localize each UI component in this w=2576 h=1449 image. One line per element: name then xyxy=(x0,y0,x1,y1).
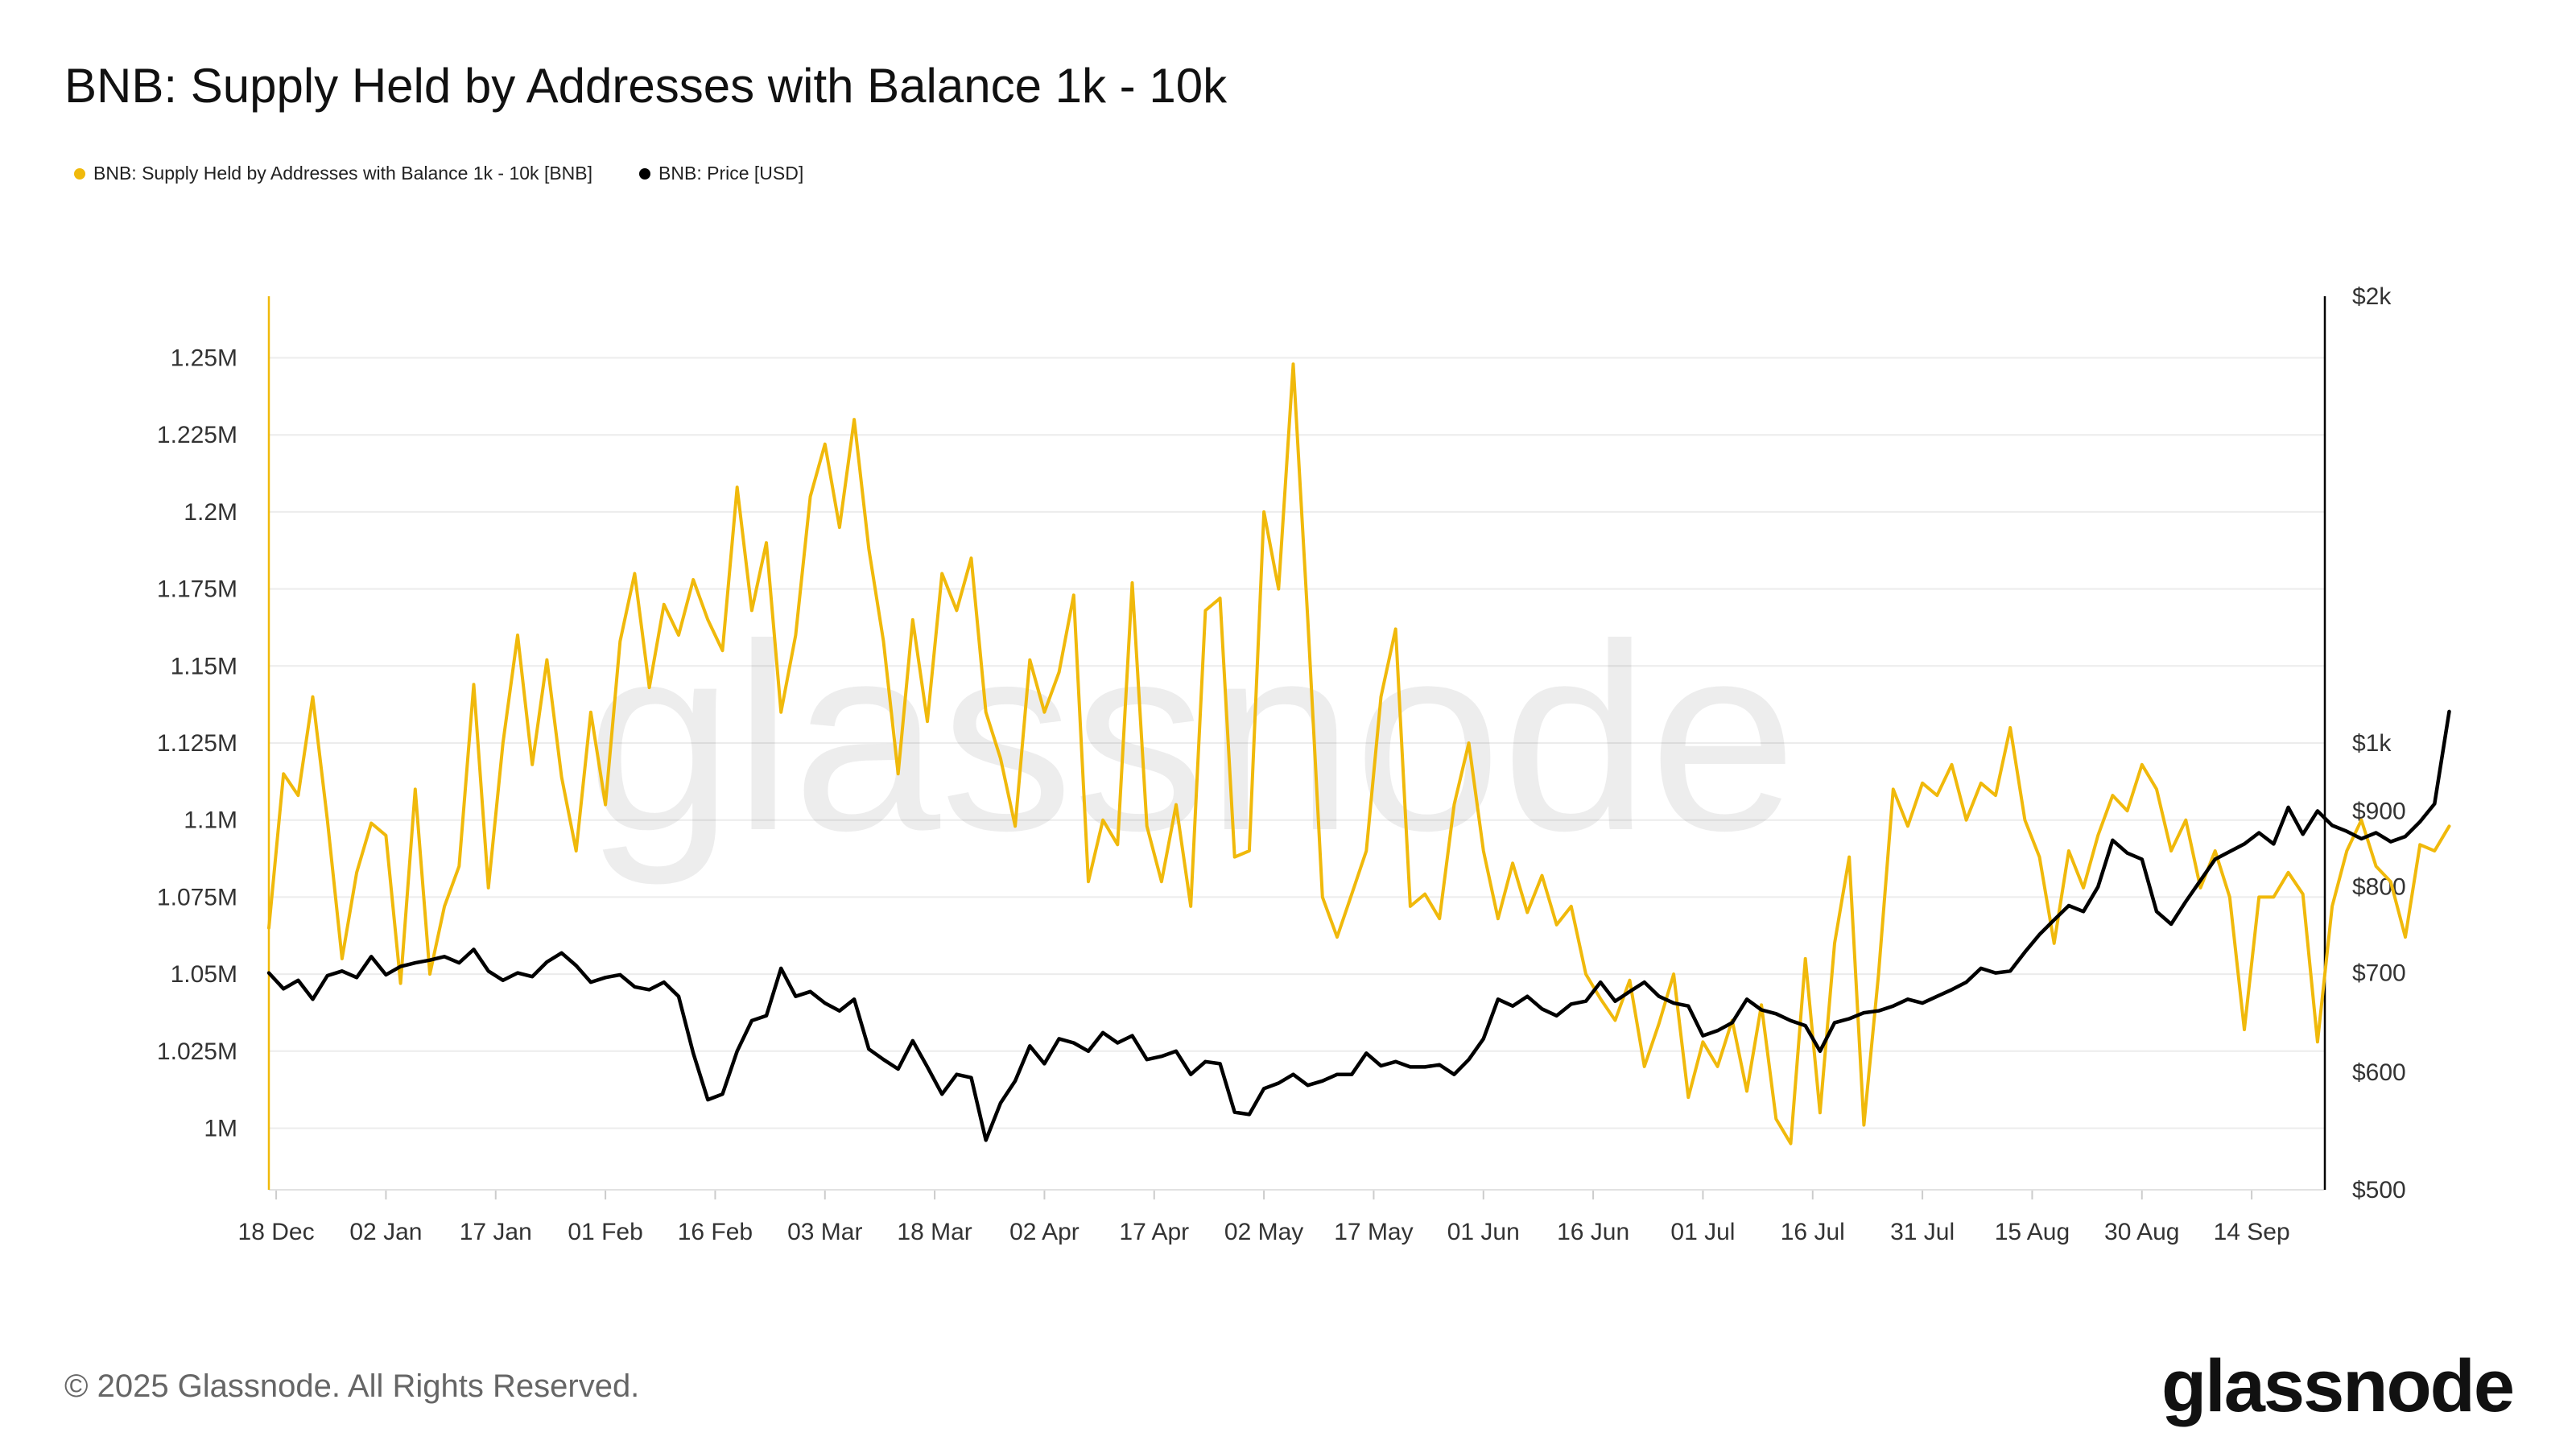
legend-item-supply[interactable]: BNB: Supply Held by Addresses with Balan… xyxy=(74,163,592,184)
legend-label-supply: BNB: Supply Held by Addresses with Balan… xyxy=(93,163,593,184)
y-right-tick-label: $1k xyxy=(2352,730,2392,757)
y-right-tick-label: $600 xyxy=(2352,1059,2406,1086)
axes: 1M 1.025M 1.05M 1.075M 1.1M 1.125M 1.15M 1.175M… xyxy=(157,283,2406,1245)
y-right-tick-label: $500 xyxy=(2352,1177,2406,1203)
y-left-tick-label: 1.025M xyxy=(157,1038,237,1065)
footer-copyright: © 2025 Glassnode. All Rights Reserved. xyxy=(64,1368,640,1404)
y-right-tick-label: $800 xyxy=(2352,874,2406,901)
x-tick-label: 31 Jul xyxy=(1890,1219,1955,1245)
y-left-tick-label: 1.25M xyxy=(171,345,237,372)
legend-item-price[interactable]: BNB: Price [USD] xyxy=(639,163,803,184)
x-tick-label: 30 Aug xyxy=(2104,1219,2179,1245)
chart-title: BNB: Supply Held by Addresses with Balan… xyxy=(64,59,1228,113)
x-tick-label: 02 Apr xyxy=(1009,1219,1080,1245)
series-lines xyxy=(266,362,2451,1146)
glassnode-logo: glassnode xyxy=(2161,1345,2515,1427)
x-tick-label: 03 Mar xyxy=(787,1219,862,1245)
x-tick-label: 16 Jul xyxy=(1781,1219,1845,1245)
legend-dot-supply xyxy=(74,167,85,180)
legend-dot-price xyxy=(639,167,651,180)
x-tick-label: 16 Jun xyxy=(1557,1219,1629,1245)
x-tick-label: 18 Dec xyxy=(238,1219,315,1245)
x-tick-label: 18 Mar xyxy=(897,1219,972,1245)
y-left-tick-label: 1.05M xyxy=(171,961,237,988)
x-tick-label: 02 May xyxy=(1224,1219,1303,1245)
series-line-price xyxy=(266,709,2451,1142)
x-tick-label: 02 Jan xyxy=(349,1219,422,1245)
y-left-tick-label: 1.125M xyxy=(157,730,237,757)
y-left-tick-label: 1M xyxy=(204,1115,237,1141)
y-right-tick-label: $2k xyxy=(2352,283,2392,310)
x-tick-label: 01 Jun xyxy=(1447,1219,1520,1245)
x-tick-label: 17 Apr xyxy=(1119,1219,1189,1245)
x-tick-label: 01 Jul xyxy=(1670,1219,1735,1245)
x-tick-label: 17 May xyxy=(1334,1219,1413,1245)
watermark-text: glassnode xyxy=(586,588,1798,887)
x-tick-label: 15 Aug xyxy=(1995,1219,2070,1245)
y-left-tick-label: 1.1M xyxy=(184,807,237,834)
x-tick-label: 17 Jan xyxy=(460,1219,532,1245)
x-tick-label: 14 Sep xyxy=(2214,1219,2290,1245)
y-left-tick-label: 1.175M xyxy=(157,576,237,603)
x-tick-label: 16 Feb xyxy=(678,1219,753,1245)
y-left-tick-label: 1.075M xyxy=(157,884,237,910)
y-left-tick-label: 1.2M xyxy=(184,499,237,526)
x-tick-label: 01 Feb xyxy=(568,1219,642,1245)
legend-label-price: BNB: Price [USD] xyxy=(658,163,804,184)
chart-legend: BNB: Supply Held by Addresses with Balan… xyxy=(74,163,803,184)
series-line-supply xyxy=(267,362,2451,1146)
y-right-tick-label: $700 xyxy=(2352,960,2406,987)
y-left-tick-label: 1.15M xyxy=(171,653,237,679)
y-left-tick-label: 1.225M xyxy=(157,422,237,448)
